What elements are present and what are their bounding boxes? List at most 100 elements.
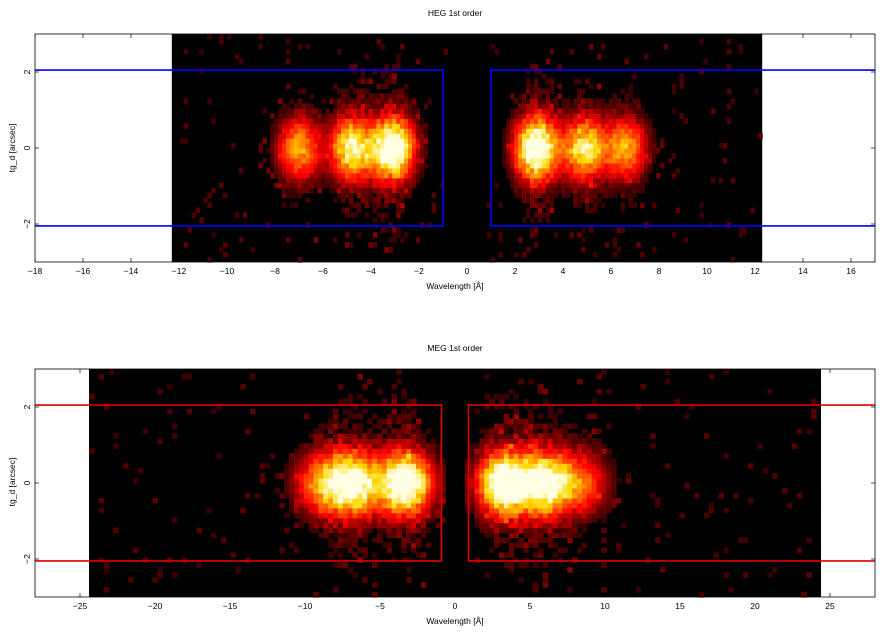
heatmap-cell bbox=[347, 522, 354, 529]
heatmap-cell bbox=[596, 473, 602, 479]
heatmap-cell bbox=[592, 192, 598, 199]
x-tick-label: 20 bbox=[750, 601, 760, 611]
heatmap-cell bbox=[541, 118, 547, 124]
heatmap-cell bbox=[303, 463, 310, 469]
heatmap-cell bbox=[557, 492, 563, 499]
heatmap-cell bbox=[675, 207, 681, 214]
heatmap-cell bbox=[612, 98, 618, 104]
heatmap-cell bbox=[207, 34, 212, 40]
heatmap-cell bbox=[552, 443, 559, 449]
heatmap-cell bbox=[352, 458, 358, 464]
heatmap-cell bbox=[285, 167, 291, 174]
heatmap-cell bbox=[552, 458, 559, 464]
heatmap-cell bbox=[372, 507, 378, 514]
heatmap-cell bbox=[341, 187, 346, 194]
heatmap-cell bbox=[347, 527, 354, 534]
heatmap-cell bbox=[508, 458, 515, 464]
heatmap-cell bbox=[600, 118, 606, 124]
heatmap-cell bbox=[362, 527, 368, 534]
heatmap-cell bbox=[537, 547, 544, 553]
heatmap-cell bbox=[406, 423, 412, 430]
heatmap-cell bbox=[364, 118, 370, 124]
heatmap-cell bbox=[380, 93, 385, 100]
heatmap-cell bbox=[347, 448, 354, 454]
heatmap-cell bbox=[207, 257, 212, 263]
heatmap-cell bbox=[484, 512, 490, 519]
heatmap-cell bbox=[569, 148, 574, 154]
heatmap-cell bbox=[352, 448, 358, 454]
heatmap-cell bbox=[207, 98, 212, 104]
heatmap-cell bbox=[608, 182, 614, 189]
heatmap-cell bbox=[364, 177, 370, 184]
heatmap-cell bbox=[352, 68, 358, 75]
y-tick-label: 0 bbox=[22, 480, 32, 485]
heatmap-cell bbox=[503, 552, 510, 558]
heatmap-cell bbox=[616, 157, 622, 164]
heatmap-cell bbox=[367, 497, 373, 504]
heatmap-cell bbox=[376, 443, 383, 449]
heatmap-background bbox=[89, 369, 821, 597]
heatmap-cell bbox=[411, 143, 417, 149]
heatmap-cell bbox=[586, 487, 593, 494]
heatmap-cell bbox=[526, 192, 531, 199]
heatmap-cell bbox=[337, 162, 342, 169]
heatmap-cell bbox=[589, 108, 594, 114]
heatmap-cell bbox=[329, 167, 334, 174]
heatmap-cell bbox=[528, 418, 534, 425]
heatmap-cell bbox=[581, 453, 588, 459]
heatmap-cell bbox=[510, 93, 515, 100]
heatmap-cell bbox=[518, 507, 524, 514]
heatmap-cell bbox=[411, 133, 417, 139]
heatmap-cell bbox=[484, 527, 490, 534]
heatmap-cell bbox=[372, 502, 378, 509]
heatmap-cell bbox=[541, 202, 547, 209]
heatmap-cell bbox=[565, 167, 570, 174]
heatmap-cell bbox=[301, 113, 307, 119]
heatmap-cell bbox=[545, 78, 551, 85]
heatmap-cell bbox=[388, 247, 393, 253]
negative-order-region bbox=[35, 404, 443, 562]
heatmap-cell bbox=[259, 473, 266, 479]
heatmap-cell bbox=[498, 252, 504, 258]
heatmap-cell bbox=[510, 118, 515, 124]
heatmap-cell bbox=[406, 453, 412, 459]
heatmap-cell bbox=[506, 143, 511, 149]
heatmap-cell bbox=[528, 458, 534, 464]
heatmap-cell bbox=[344, 88, 350, 95]
heatmap-cell bbox=[329, 177, 334, 184]
heatmap-cell bbox=[376, 143, 382, 149]
heatmap-cell bbox=[636, 133, 641, 139]
heatmap-cell bbox=[573, 172, 578, 179]
heatmap-cell bbox=[581, 98, 586, 104]
heatmap-cell bbox=[309, 167, 315, 174]
heatmap-cell bbox=[313, 433, 319, 439]
heatmap-cell bbox=[644, 167, 649, 174]
heatmap-cell bbox=[591, 413, 598, 420]
heatmap-cell bbox=[581, 128, 586, 134]
heatmap-cell bbox=[360, 187, 366, 194]
heatmap-cell bbox=[498, 448, 505, 454]
heatmap-cell bbox=[329, 187, 334, 194]
heatmap-cell bbox=[430, 473, 437, 479]
heatmap-cell bbox=[663, 43, 669, 50]
heatmap-cell bbox=[636, 148, 641, 154]
heatmap-cell bbox=[469, 468, 476, 474]
heatmap-cell bbox=[611, 497, 617, 504]
heatmap-cell bbox=[533, 403, 539, 410]
heatmap-cell bbox=[372, 512, 378, 519]
heatmap-cell bbox=[356, 157, 362, 164]
heatmap-cell bbox=[337, 468, 344, 474]
heatmap-cell bbox=[541, 162, 547, 169]
heatmap-cell bbox=[278, 182, 283, 189]
heatmap-cell bbox=[347, 398, 354, 405]
heatmap-cell bbox=[337, 463, 344, 469]
heatmap-cell bbox=[573, 123, 578, 129]
heatmap-cell bbox=[386, 532, 393, 539]
heatmap-cell bbox=[372, 123, 378, 129]
heatmap-cell bbox=[620, 157, 626, 164]
heatmap-cell bbox=[317, 128, 322, 134]
heatmap-cell bbox=[323, 483, 329, 489]
heatmap-cell bbox=[498, 537, 505, 544]
heatmap-cell bbox=[388, 133, 393, 139]
heatmap-cell bbox=[541, 197, 547, 204]
